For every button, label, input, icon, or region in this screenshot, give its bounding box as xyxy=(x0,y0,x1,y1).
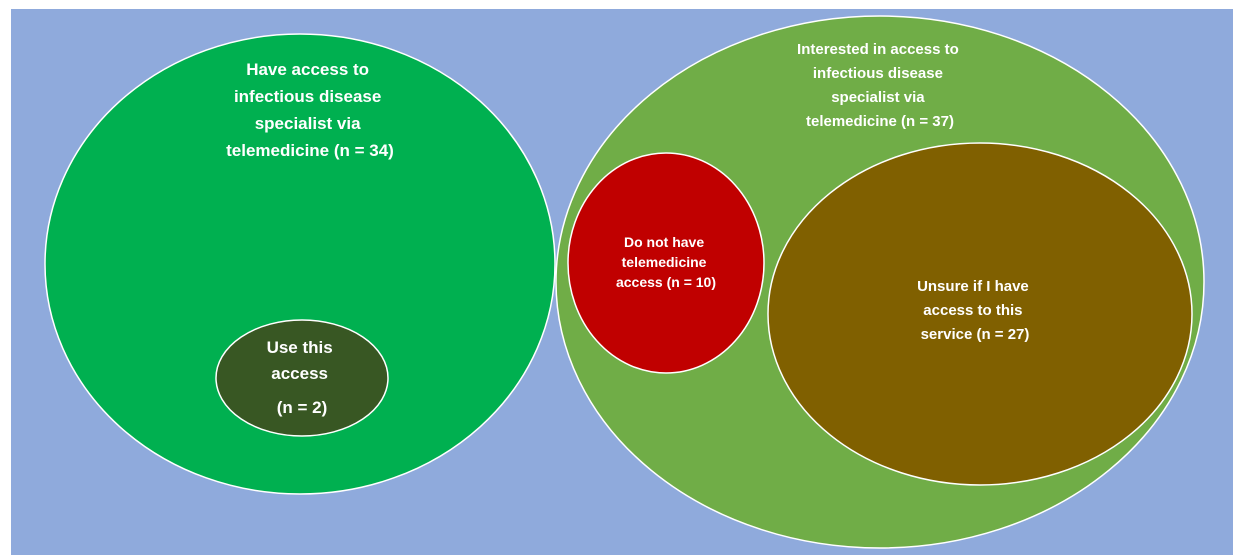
unsure-circle xyxy=(767,142,1193,486)
unsure-label: Unsure if I have access to this service … xyxy=(917,278,1033,343)
interested-label: Interested in access to infectious disea… xyxy=(797,41,963,130)
have-access-label: Have access to infectious disease specia… xyxy=(226,60,394,160)
use-access-label: Use this access (n = 2) xyxy=(267,338,338,417)
no-access-circle xyxy=(567,152,765,374)
no-access-label: Do not have telemedicine access (n = 10) xyxy=(616,234,716,290)
have-access-circle xyxy=(44,33,556,495)
use-access-circle xyxy=(215,319,389,437)
